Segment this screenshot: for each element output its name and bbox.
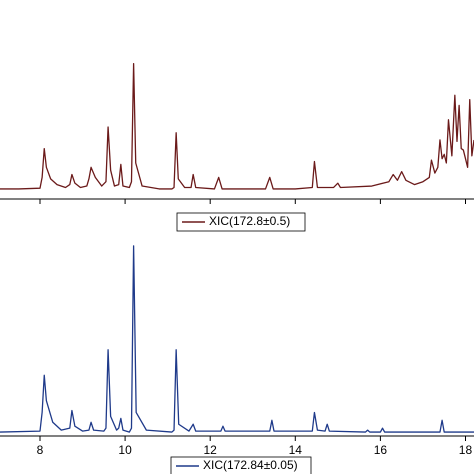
series-line — [0, 62, 474, 190]
x-tick-label: 14 — [289, 443, 303, 457]
series-line — [0, 245, 474, 433]
legend-box — [170, 456, 312, 474]
x-tick-label: 16 — [374, 443, 388, 457]
legend-label: XIC(172.8±0.5) — [209, 214, 290, 228]
x-tick-label: 10 — [118, 443, 132, 457]
legend-label: XIC(172.84±0.05) — [203, 458, 298, 472]
legend-box — [176, 212, 306, 232]
x-tick-label: 12 — [204, 443, 218, 457]
x-tick-label: 8 — [37, 443, 44, 457]
x-tick-label: 18 — [459, 443, 473, 457]
